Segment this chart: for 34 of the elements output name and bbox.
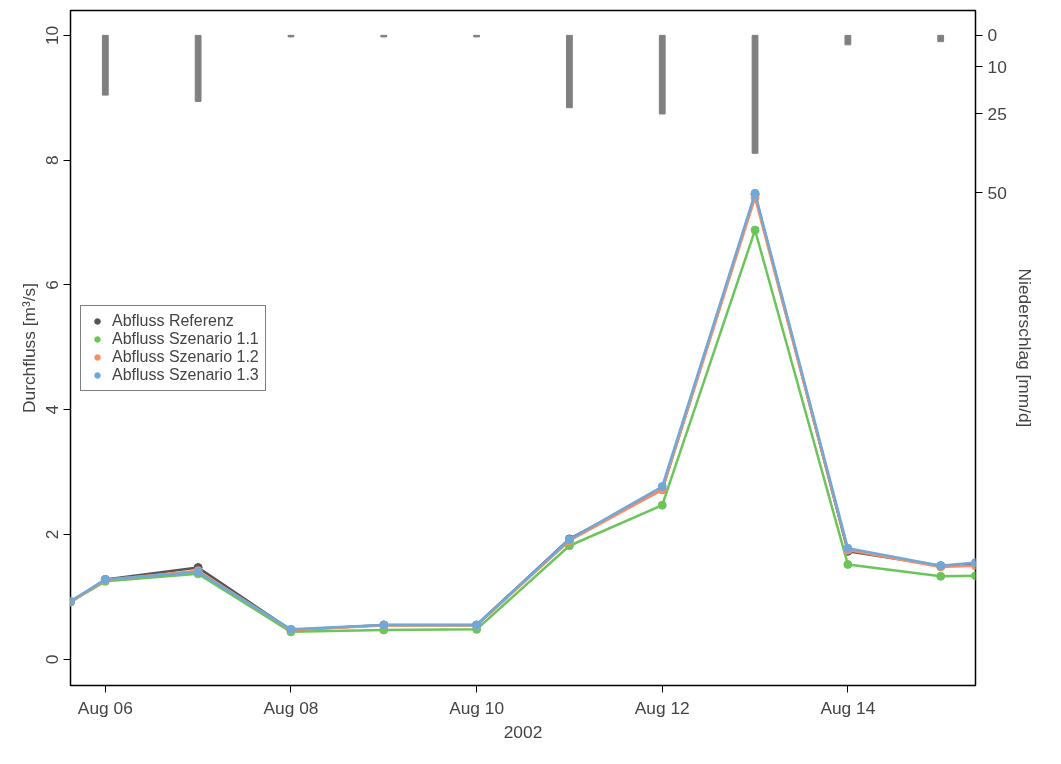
y2-tick-label: 25	[987, 103, 1007, 124]
y-tick-label: 0	[42, 654, 63, 665]
y-tick-label: 4	[42, 404, 63, 415]
x-tick-label: Aug 08	[263, 697, 319, 718]
bar	[751, 34, 759, 154]
y2-tick-label: 10	[987, 56, 1007, 77]
point	[750, 225, 760, 235]
bar	[566, 34, 573, 109]
legend-label: Abfluss Referenz	[112, 311, 234, 330]
bar	[658, 34, 666, 115]
legend-label: Abfluss Szenario 1.3	[112, 365, 259, 384]
x-tick-label: Aug 06	[77, 697, 133, 718]
y-tick-label: 8	[42, 155, 63, 166]
legend-label: Abfluss Szenario 1.2	[112, 347, 259, 366]
point	[843, 559, 853, 569]
y-axis-title: Durchfluss [m³/s]	[18, 283, 39, 413]
y2-axis-title: Niederschlag [mm/d]	[1014, 268, 1035, 428]
bar	[937, 34, 945, 43]
point	[657, 482, 667, 491]
bar	[844, 34, 852, 46]
y2-tick-label: 0	[987, 25, 998, 46]
x-axis-title: 2002	[503, 721, 543, 742]
legend-label: Abfluss Szenario 1.1	[112, 329, 259, 348]
x-tick-label: Aug 14	[820, 697, 876, 718]
bar	[101, 34, 109, 96]
point	[936, 571, 946, 581]
y-tick-label: 6	[42, 280, 63, 290]
x-tick-label: Aug 12	[634, 697, 690, 718]
y-tick-label: 10	[42, 25, 63, 46]
y2-tick-label: 50	[987, 182, 1007, 203]
point	[657, 500, 667, 510]
y-tick-label: 2	[42, 529, 63, 540]
x-tick-label: Aug 10	[449, 697, 505, 718]
bar	[194, 34, 202, 102]
